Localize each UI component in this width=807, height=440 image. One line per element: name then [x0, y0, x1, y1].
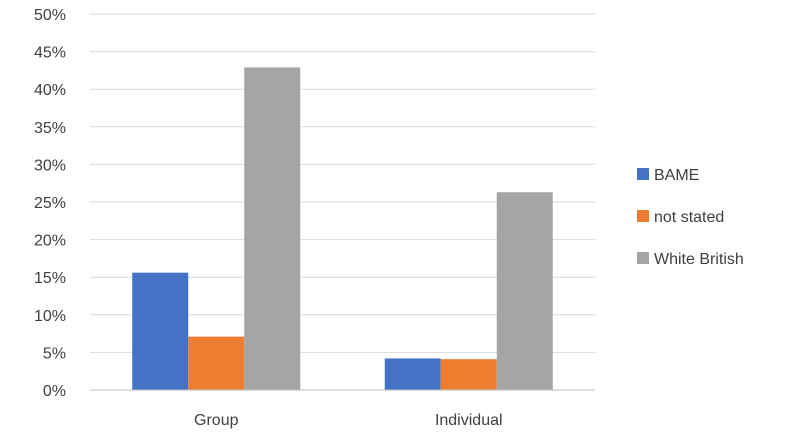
- legend-swatch: [637, 168, 649, 180]
- x-axis-tick-labels: Group Individual: [194, 412, 503, 429]
- bar-bame-group: [132, 272, 189, 390]
- y-tick-label: 50%: [34, 7, 66, 24]
- legend-swatch: [637, 252, 649, 264]
- bar-white-british-group: [244, 67, 301, 390]
- legend-label: not stated: [654, 209, 724, 226]
- legend-swatch: [637, 210, 649, 222]
- legend-label: White British: [654, 251, 744, 268]
- bar-not-stated-individual: [440, 359, 497, 390]
- x-tick-label: Individual: [435, 412, 503, 429]
- y-tick-label: 45%: [34, 45, 66, 62]
- bars: [132, 67, 553, 390]
- y-tick-label: 20%: [34, 233, 66, 250]
- y-tick-label: 25%: [34, 195, 66, 212]
- y-axis-tick-labels: 0% 5% 10% 15% 20% 25% 30% 35% 40% 45% 50%: [34, 7, 66, 400]
- bar-white-british-individual: [496, 192, 553, 390]
- x-tick-label: Group: [194, 412, 239, 429]
- legend: BAME not stated White British: [637, 167, 744, 268]
- y-tick-label: 30%: [34, 157, 66, 174]
- y-tick-label: 5%: [43, 345, 66, 362]
- y-tick-label: 0%: [43, 383, 66, 400]
- y-tick-label: 10%: [34, 308, 66, 325]
- bar-bame-individual: [384, 358, 441, 390]
- bar-not-stated-group: [188, 336, 245, 390]
- y-tick-label: 35%: [34, 120, 66, 137]
- legend-label: BAME: [654, 167, 699, 184]
- y-tick-label: 40%: [34, 82, 66, 99]
- y-tick-label: 15%: [34, 270, 66, 287]
